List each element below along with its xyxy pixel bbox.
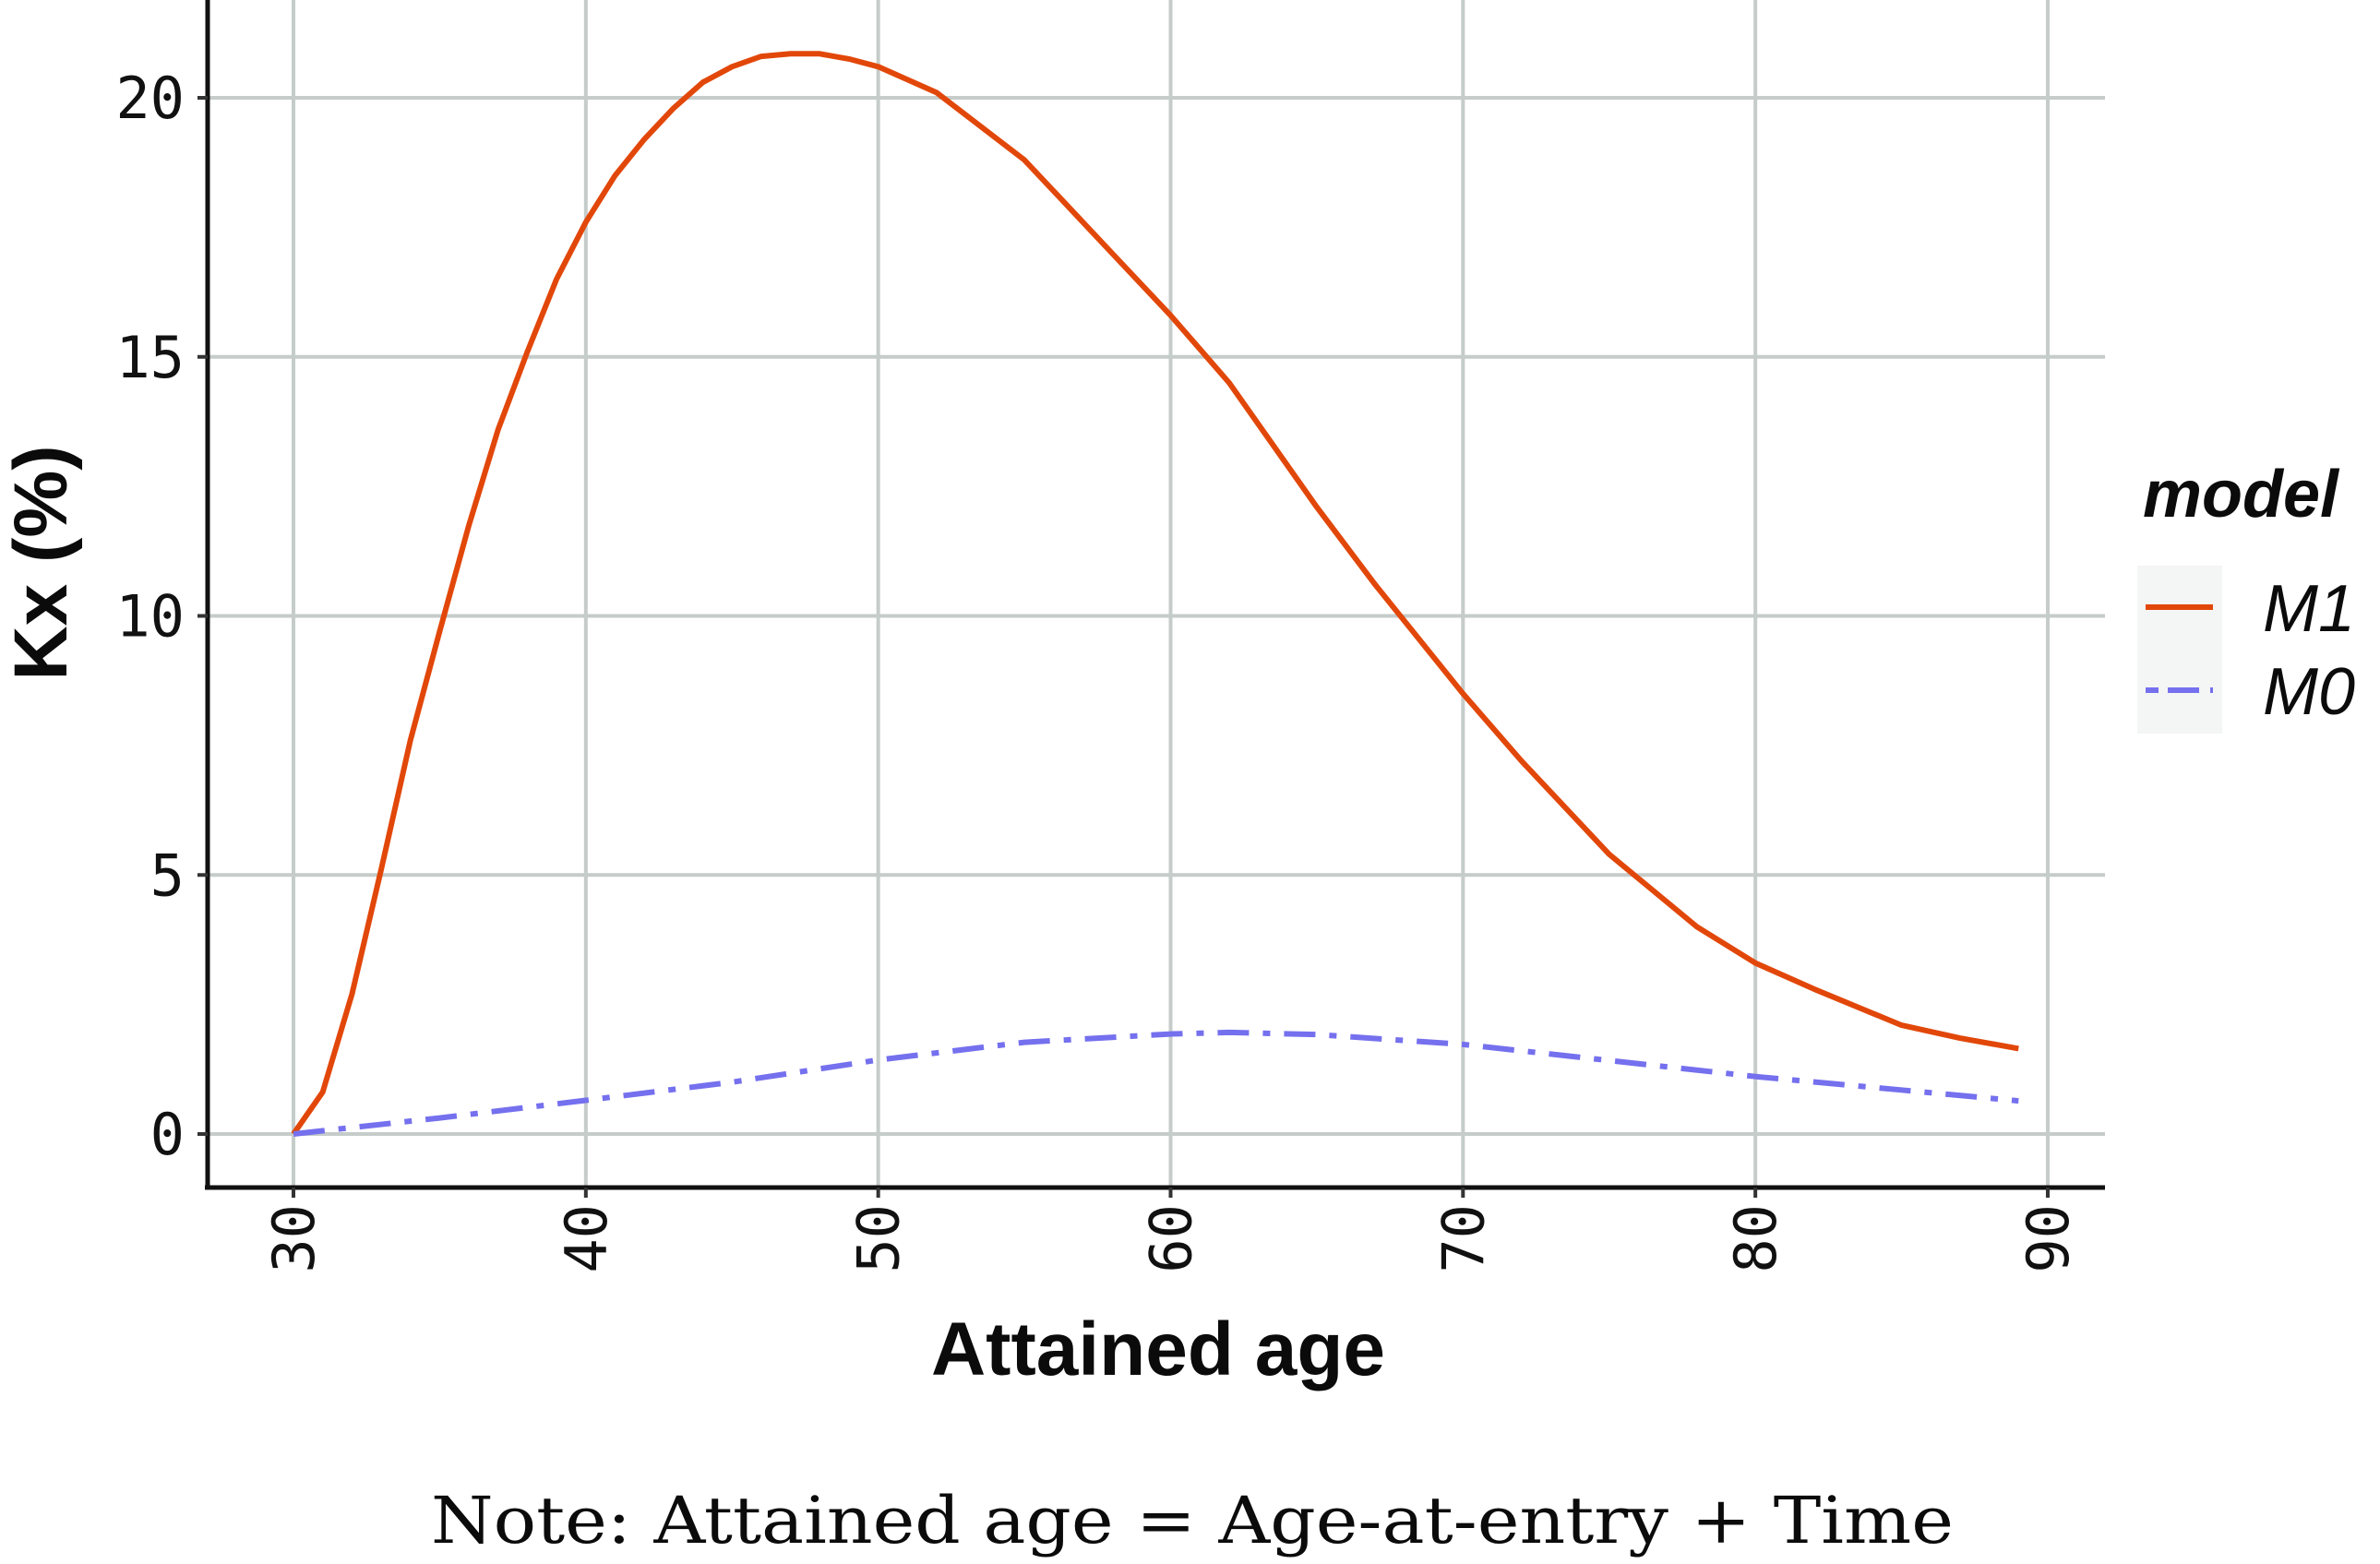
legend-label-m1: M1 (2263, 572, 2355, 646)
x-tick-label: 90 (2015, 1204, 2082, 1273)
series-line-m1 (291, 51, 2019, 1136)
y-tick-label: 10 (115, 583, 185, 651)
x-tick-label: 70 (1429, 1204, 1497, 1273)
y-tick-label: 20 (115, 65, 185, 132)
legend-title: model (2143, 458, 2340, 531)
legend-key-background (2137, 566, 2222, 734)
x-tick-label: 50 (845, 1204, 913, 1273)
x-axis-ticks: 30 40 50 60 70 80 90 (260, 1188, 2082, 1273)
gridlines (208, 0, 2105, 1188)
y-tick-label: 0 (150, 1101, 185, 1168)
y-tick-label: 15 (115, 324, 185, 391)
x-tick-label: 60 (1137, 1204, 1204, 1273)
y-tick-label: 5 (150, 842, 185, 909)
data-series (291, 51, 2019, 1137)
legend: model M1 M0 (2137, 458, 2355, 734)
axes (205, 0, 2105, 1190)
x-tick-label: 40 (553, 1204, 620, 1273)
y-axis-ticks: 0 5 10 15 20 (115, 65, 208, 1168)
legend-label-m0: M0 (2263, 655, 2355, 729)
footnote: Note: Attained age = Age-at-entry + Time (431, 1483, 1954, 1558)
x-axis-title: Attained age (931, 1307, 1385, 1391)
x-tick-label: 80 (1722, 1204, 1789, 1273)
series-line-m0 (293, 1029, 2019, 1137)
y-axis-title: Kx (%) (0, 445, 83, 680)
x-tick-label: 30 (260, 1204, 328, 1273)
